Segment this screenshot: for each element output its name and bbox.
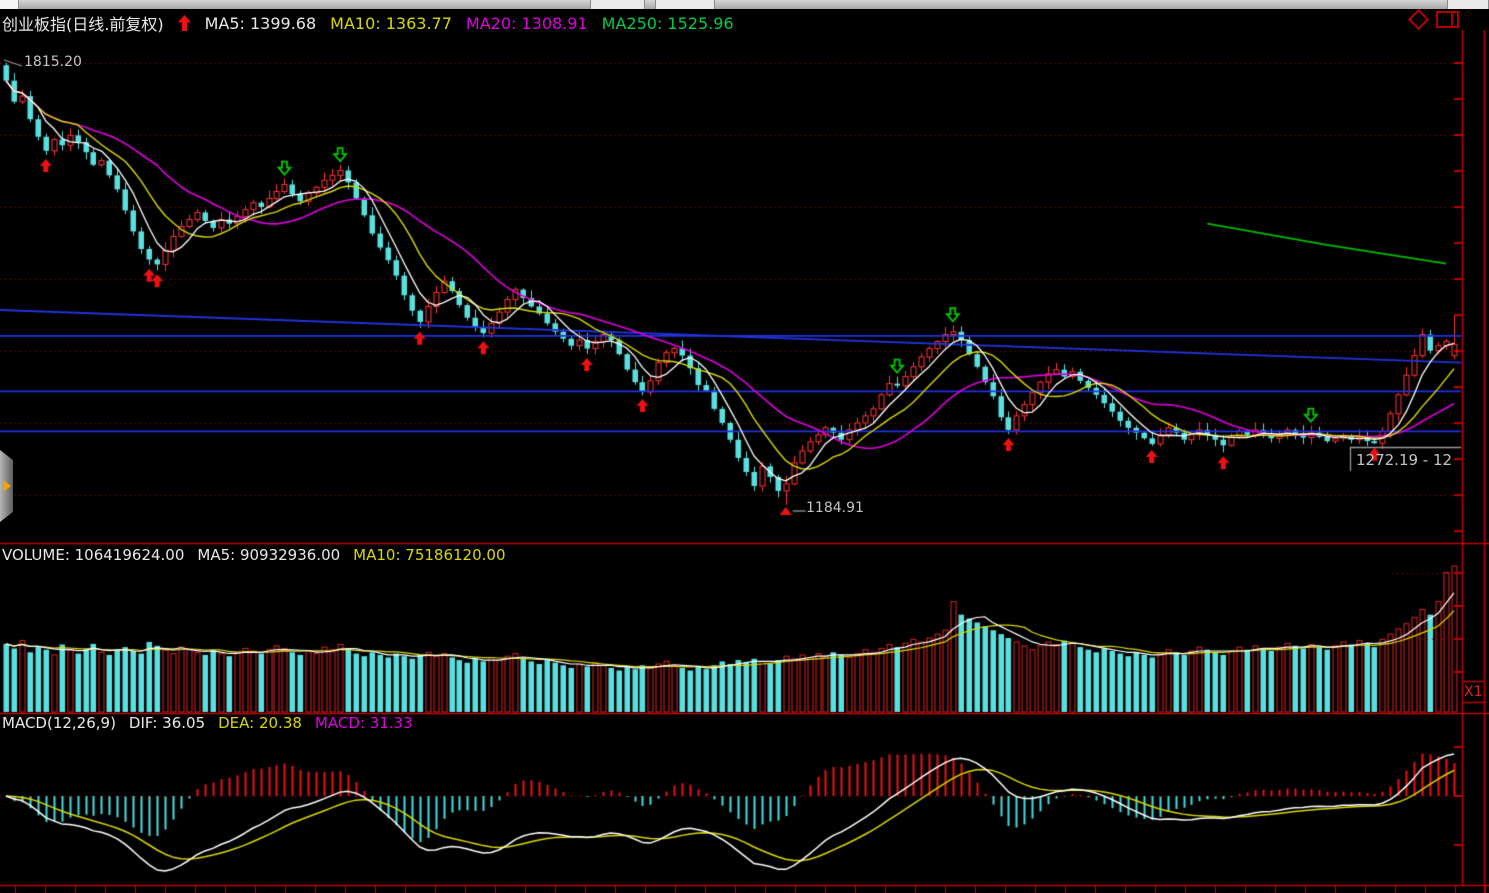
recent-low-range-label: 1272.19 - 12 — [1356, 451, 1453, 469]
low-price-label: 1184.91 — [806, 500, 864, 516]
volume-ma5-value: MA5: 90932936.00 — [197, 546, 341, 564]
scrollbar-corner-box[interactable] — [0, 0, 19, 9]
expand-left-panel-tab[interactable] — [0, 450, 13, 522]
expand-panel-arrow-icon — [2, 480, 11, 492]
split-window-icon[interactable] — [1436, 11, 1459, 28]
instrument-title: 创业板指(日线.前复权) — [2, 15, 164, 34]
split-window-divider — [1451, 13, 1453, 26]
diamond-icon[interactable] — [1407, 8, 1430, 31]
horizontal-scrollbar[interactable] — [0, 0, 1489, 9]
corner-toolbar — [1407, 8, 1459, 31]
volume-header: VOLUME: 106419624.00 MA5: 90932936.00 MA… — [2, 546, 506, 564]
kline-header: 创业板指(日线.前复权) MA5: 1399.68 MA10: 1363.77 … — [2, 11, 734, 35]
volume-value: VOLUME: 106419624.00 — [2, 546, 185, 564]
scrollbar-thumb[interactable] — [590, 0, 645, 9]
macd-name: MACD(12,26,9) — [2, 714, 116, 732]
up-arrow-icon — [177, 15, 191, 31]
scrollbar-thumb[interactable] — [655, 0, 715, 9]
macd-value: MACD: 31.33 — [314, 714, 413, 732]
volume-ma10-value: MA10: 75186120.00 — [353, 546, 506, 564]
ma5-value: MA5: 1399.68 — [204, 13, 317, 33]
ma10-value: MA10: 1363.77 — [330, 13, 452, 33]
macd-header: MACD(12,26,9) DIF: 36.05 DEA: 20.38 MACD… — [2, 714, 413, 732]
dif-value: DIF: 36.05 — [128, 714, 206, 732]
ma20-value: MA20: 1308.91 — [465, 13, 588, 33]
dea-value: DEA: 20.38 — [218, 714, 302, 732]
high-price-label: 1815.20 — [24, 54, 82, 70]
ma250-value: MA250: 1525.96 — [601, 13, 734, 33]
scrollbar-thumb[interactable] — [1447, 0, 1489, 9]
zoom-level-badge[interactable]: X1 — [1464, 684, 1483, 700]
